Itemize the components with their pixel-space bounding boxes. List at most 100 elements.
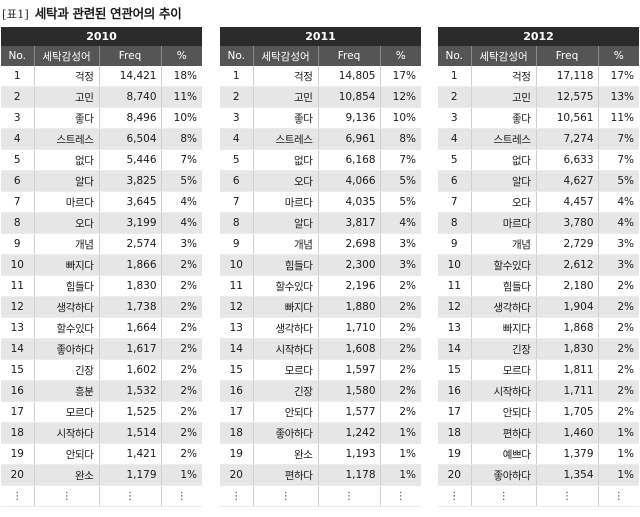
table-row: 2 고민 8,740 11% <box>1 86 202 108</box>
cell-no: 18 <box>438 422 472 444</box>
table-row: 19 완소 1,193 1% <box>220 443 421 465</box>
cell-freq: 2,574 <box>99 233 162 255</box>
cell-word: 스트레스 <box>34 128 100 150</box>
cell-pct: 2% <box>380 401 421 423</box>
cell-no: 19 <box>1 443 35 465</box>
table-row: 19 안되다 1,421 2% <box>1 443 202 465</box>
cell-pct: 2% <box>380 380 421 402</box>
cell-word: 시작하다 <box>253 338 319 360</box>
table-row: 3 좋다 10,561 11% <box>438 107 639 129</box>
cell-freq: 1,868 <box>536 317 599 339</box>
cell-pct: 4% <box>161 191 202 213</box>
ellipsis-mark: ⋮ <box>231 491 242 502</box>
cell-no: 3 <box>1 107 35 129</box>
cell-word: 없다 <box>471 149 537 171</box>
cell-no: 13 <box>220 317 254 339</box>
ellipsis-mark: ⋮ <box>613 491 624 502</box>
table-row: 17 모르다 1,525 2% <box>1 401 202 423</box>
cell-no: 14 <box>220 338 254 360</box>
cell-word: 좋다 <box>34 107 100 129</box>
cell-pct: 2% <box>598 275 639 297</box>
cell-no: 7 <box>1 191 35 213</box>
cell-word: 완소 <box>34 464 100 486</box>
ellipsis-mark: ⋮ <box>12 491 23 502</box>
continuation-row: ⋮ ⋮ ⋮ ⋮ <box>220 485 421 507</box>
cell-pct: 5% <box>380 191 421 213</box>
cell-word: 모르다 <box>253 359 319 381</box>
cell-word: 걱정 <box>253 66 319 87</box>
table-row: 11 힘들다 1,830 2% <box>1 275 202 297</box>
cell-freq: 1,525 <box>99 401 162 423</box>
table-row: 18 편하다 1,460 1% <box>438 422 639 444</box>
cell-pct: 7% <box>380 149 421 171</box>
column-header-row: No. 세탁감성어 Freq% <box>438 46 639 66</box>
cell-freq: 1,608 <box>318 338 381 360</box>
ellipsis-mark: ⋮ <box>562 491 572 502</box>
cell-word: 안되다 <box>34 443 100 465</box>
cell-word: 할수있다 <box>253 275 319 297</box>
cell-pct: 10% <box>161 107 202 129</box>
col-header-no: No. <box>1 46 35 66</box>
cell-freq: 1,705 <box>536 401 599 423</box>
cell-word: 모르다 <box>34 401 100 423</box>
cell-word: 편하다 <box>253 464 319 486</box>
cell-pct: 12% <box>380 86 421 108</box>
cell-word: 흥분 <box>34 380 100 402</box>
cell-pct: 2% <box>598 380 639 402</box>
table-row: 6 알다 3,825 5% <box>1 170 202 192</box>
table-row: 1 걱정 14,421 18% <box>1 66 202 87</box>
cell-word: 걱정 <box>471 66 537 87</box>
cell-pct: 2% <box>161 275 202 297</box>
cell-word: 빠지다 <box>34 254 100 276</box>
cell-no: 9 <box>220 233 254 255</box>
cell-pct: 2% <box>598 401 639 423</box>
cell-pct: 1% <box>598 422 639 444</box>
cell-no: 8 <box>438 212 472 234</box>
cell-word: 스트레스 <box>471 128 537 150</box>
cell-word: 개념 <box>34 233 100 255</box>
cell-no: 10 <box>1 254 35 276</box>
cell-no: 12 <box>1 296 35 318</box>
cell-freq: 3,199 <box>99 212 162 234</box>
cell-no: 2 <box>438 86 472 108</box>
ellipsis-mark: ⋮ <box>125 491 135 502</box>
cell-word: 빠지다 <box>253 296 319 318</box>
cell-no: 10 <box>438 254 472 276</box>
cell-pct: 2% <box>598 317 639 339</box>
cell-freq: 1,904 <box>536 296 599 318</box>
table-row: 13 빠지다 1,868 2% <box>438 317 639 339</box>
cell-no: 18 <box>220 422 254 444</box>
cell-word: 할수있다 <box>34 317 100 339</box>
cell-freq: 10,854 <box>318 86 381 108</box>
cell-no: 9 <box>438 233 472 255</box>
cell-no: 15 <box>1 359 35 381</box>
table-row: 4 스트레스 7,274 7% <box>438 128 639 150</box>
cell-pct: 1% <box>380 422 421 444</box>
cell-freq: 2,729 <box>536 233 599 255</box>
cell-word: 걱정 <box>34 66 100 87</box>
cell-freq: 4,066 <box>318 170 381 192</box>
table-row: 16 흥분 1,532 2% <box>1 380 202 402</box>
cell-pct: 7% <box>598 128 639 150</box>
cell-freq: 6,961 <box>318 128 381 150</box>
cell-freq: 2,196 <box>318 275 381 297</box>
cell-word: 생각하다 <box>253 317 319 339</box>
cell-pct: 3% <box>380 254 421 276</box>
cell-no: 19 <box>220 443 254 465</box>
cell-freq: 1,617 <box>99 338 162 360</box>
cell-no: 5 <box>438 149 472 171</box>
col-header-pct: % <box>161 46 202 66</box>
cell-no: 8 <box>1 212 35 234</box>
table-row: 17 안되다 1,577 2% <box>220 401 421 423</box>
table-row: 8 알다 3,817 4% <box>220 212 421 234</box>
cell-no: 10 <box>220 254 254 276</box>
table-row: 14 좋아하다 1,617 2% <box>1 338 202 360</box>
cell-pct: 17% <box>598 66 639 87</box>
year-label: 2010 <box>1 27 202 46</box>
cell-freq: 1,710 <box>318 317 381 339</box>
cell-pct: 3% <box>380 233 421 255</box>
cell-word: 오다 <box>34 212 100 234</box>
cell-no: 6 <box>438 170 472 192</box>
table-row: 6 오다 4,066 5% <box>220 170 421 192</box>
cell-word: 개념 <box>253 233 319 255</box>
